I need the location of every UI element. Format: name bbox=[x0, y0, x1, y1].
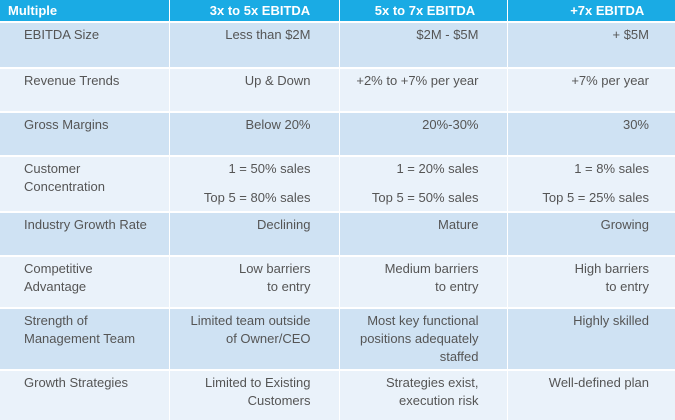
table-row: Gross Margins Below 20% 20%-30% 30% bbox=[0, 111, 675, 156]
table-cell: Most key functional positions adequately… bbox=[339, 307, 508, 370]
table-row: Growth Strategies Limited to Existing Cu… bbox=[0, 369, 675, 420]
header-3x-to-5x: 3x to 5x EBITDA bbox=[169, 0, 340, 22]
header-7x-plus: +7x EBITDA bbox=[507, 0, 675, 22]
table-cell: +7% per year bbox=[507, 67, 675, 112]
table-cell: Low barriers to entry bbox=[169, 255, 340, 308]
row-label: Revenue Trends bbox=[0, 67, 170, 112]
table-cell: Less than $2M bbox=[169, 21, 340, 68]
table-cell: Strategies exist, execution risk bbox=[339, 369, 508, 420]
table-row: Strength of Management Team Limited team… bbox=[0, 307, 675, 370]
table-cell: Growing bbox=[507, 211, 675, 256]
table-row: Customer Concentration 1 = 50% sales Top… bbox=[0, 155, 675, 212]
table-cell: Well-defined plan bbox=[507, 369, 675, 420]
table-cell: Declining bbox=[169, 211, 340, 256]
table-cell: 30% bbox=[507, 111, 675, 156]
table-cell: Medium barriers to entry bbox=[339, 255, 508, 308]
table-row: Competitive Advantage Low barriers to en… bbox=[0, 255, 675, 308]
row-label: Gross Margins bbox=[0, 111, 170, 156]
table-cell: Limited to Existing Customers bbox=[169, 369, 340, 420]
table-cell: Up & Down bbox=[169, 67, 340, 112]
table-row: Industry Growth Rate Declining Mature Gr… bbox=[0, 211, 675, 256]
table-cell: Mature bbox=[339, 211, 508, 256]
table-cell: 1 = 8% sales Top 5 = 25% sales bbox=[507, 155, 675, 212]
row-label: Growth Strategies bbox=[0, 369, 170, 420]
table-cell: Below 20% bbox=[169, 111, 340, 156]
table-cell: High barriers to entry bbox=[507, 255, 675, 308]
table-cell: + $5M bbox=[507, 21, 675, 68]
table-cell: $2M - $5M bbox=[339, 21, 508, 68]
row-label: Strength of Management Team bbox=[0, 307, 170, 370]
table-row: EBITDA Size Less than $2M $2M - $5M + $5… bbox=[0, 21, 675, 68]
table-cell: 1 = 20% sales Top 5 = 50% sales bbox=[339, 155, 508, 212]
table-cell: Limited team outside of Owner/CEO bbox=[169, 307, 340, 370]
header-row: Multiple 3x to 5x EBITDA 5x to 7x EBITDA… bbox=[0, 0, 675, 22]
header-5x-to-7x: 5x to 7x EBITDA bbox=[339, 0, 508, 22]
table-cell: +2% to +7% per year bbox=[339, 67, 508, 112]
table-row: Revenue Trends Up & Down +2% to +7% per … bbox=[0, 67, 675, 112]
table-cell: 20%-30% bbox=[339, 111, 508, 156]
header-multiple: Multiple bbox=[0, 0, 170, 22]
table-cell: Highly skilled bbox=[507, 307, 675, 370]
row-label: EBITDA Size bbox=[0, 21, 170, 68]
row-label: Customer Concentration bbox=[0, 155, 170, 212]
row-label: Competitive Advantage bbox=[0, 255, 170, 308]
table-cell: 1 = 50% sales Top 5 = 80% sales bbox=[169, 155, 340, 212]
row-label: Industry Growth Rate bbox=[0, 211, 170, 256]
